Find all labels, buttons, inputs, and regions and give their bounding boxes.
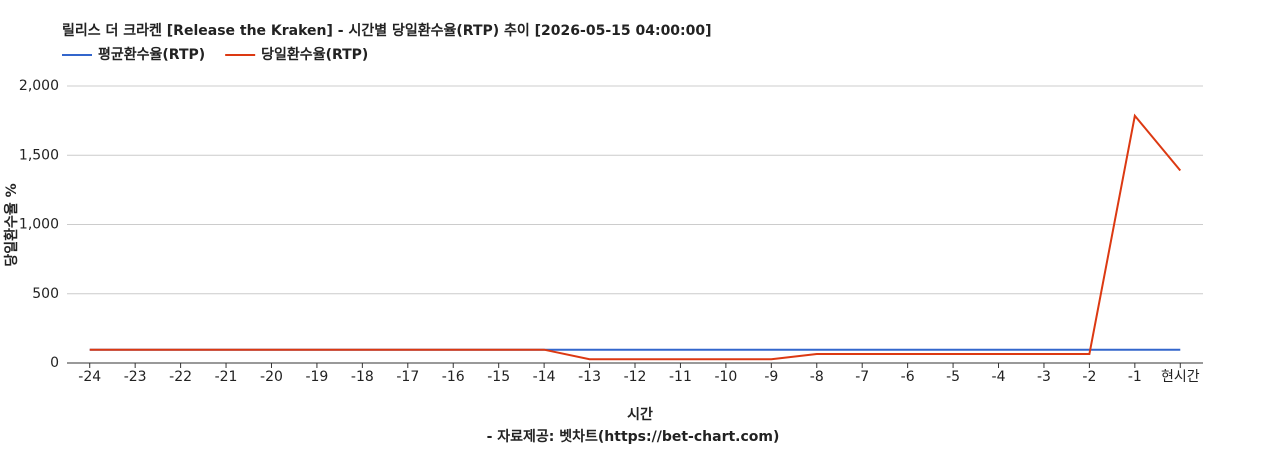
x-tick-label: -12 xyxy=(624,369,647,385)
y-tick-label: 1,500 xyxy=(19,147,59,163)
x-tick-label: -20 xyxy=(260,369,283,385)
x-tick-label: -4 xyxy=(992,369,1006,385)
x-tick-label: -23 xyxy=(124,369,147,385)
x-tick-label: -3 xyxy=(1037,369,1051,385)
legend-label: 당일환수율(RTP) xyxy=(261,46,368,63)
x-tick-label: -22 xyxy=(169,369,192,385)
x-tick-label: -2 xyxy=(1082,369,1096,385)
x-tick-label: -5 xyxy=(946,369,960,385)
x-axis-title: 시간 xyxy=(627,406,653,423)
x-tick-label: -15 xyxy=(487,369,510,385)
x-tick-label: -1 xyxy=(1128,369,1142,385)
x-tick-label: 현시간 xyxy=(1161,369,1200,385)
x-tick-label: -11 xyxy=(669,369,692,385)
series-line xyxy=(89,113,1182,361)
x-tick-label: -18 xyxy=(351,369,374,385)
x-tick-label: -13 xyxy=(578,369,601,385)
source: - 자료제공: 벳차트(https://bet-chart.com) xyxy=(487,428,780,445)
chart-title: 릴리스 더 크라켄 [Release the Kraken] - 시간별 당일환… xyxy=(62,22,712,39)
y-tick-label: 2,000 xyxy=(19,78,59,94)
x-tick-label: -10 xyxy=(714,369,737,385)
x-tick-label: -14 xyxy=(533,369,556,385)
x-tick-label: -24 xyxy=(78,369,101,385)
x-tick-label: -19 xyxy=(305,369,328,385)
legend: 평균환수율(RTP) 당일환수율(RTP) xyxy=(62,46,368,63)
x-tick-label: -7 xyxy=(855,369,869,385)
x-tick-label: -9 xyxy=(764,369,778,385)
y-tick-label: 500 xyxy=(32,286,59,302)
y-tick-label: 1,000 xyxy=(19,217,59,233)
x-tick-label: -21 xyxy=(215,369,238,385)
y-tick-label: 0 xyxy=(50,355,59,371)
x-tick-label: -8 xyxy=(810,369,824,385)
y-axis-title: 당일환수율 % xyxy=(3,183,20,266)
x-tick-label: -17 xyxy=(396,369,419,385)
x-tick-label: -16 xyxy=(442,369,465,385)
x-tick-label: -6 xyxy=(901,369,915,385)
legend-label: 평균환수율(RTP) xyxy=(98,46,205,63)
